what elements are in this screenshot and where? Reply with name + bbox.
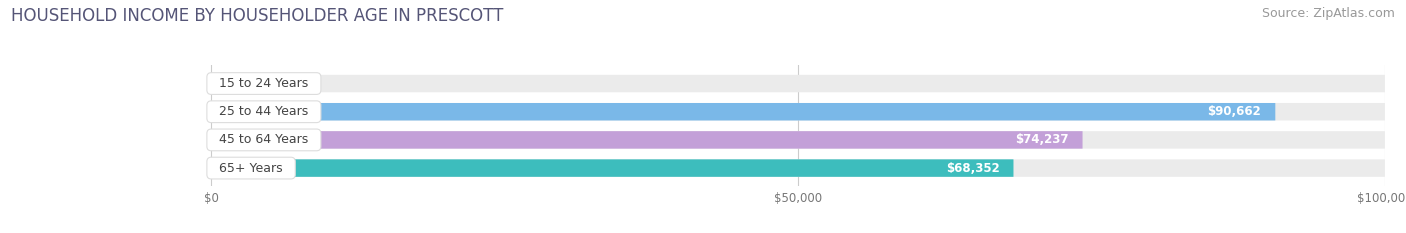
FancyBboxPatch shape — [211, 131, 1083, 149]
FancyBboxPatch shape — [211, 103, 1385, 120]
FancyBboxPatch shape — [211, 75, 1385, 92]
FancyBboxPatch shape — [211, 159, 1014, 177]
Text: Source: ZipAtlas.com: Source: ZipAtlas.com — [1261, 7, 1395, 20]
Text: 65+ Years: 65+ Years — [211, 161, 291, 175]
FancyBboxPatch shape — [211, 77, 246, 91]
Text: $90,662: $90,662 — [1208, 105, 1261, 118]
FancyBboxPatch shape — [211, 131, 1385, 149]
Text: 15 to 24 Years: 15 to 24 Years — [211, 77, 316, 90]
FancyBboxPatch shape — [211, 159, 1385, 177]
Text: $74,237: $74,237 — [1015, 134, 1069, 146]
Text: HOUSEHOLD INCOME BY HOUSEHOLDER AGE IN PRESCOTT: HOUSEHOLD INCOME BY HOUSEHOLDER AGE IN P… — [11, 7, 503, 25]
Text: 45 to 64 Years: 45 to 64 Years — [211, 134, 316, 146]
Text: 25 to 44 Years: 25 to 44 Years — [211, 105, 316, 118]
Text: $0: $0 — [252, 77, 269, 90]
FancyBboxPatch shape — [211, 103, 1275, 120]
Text: $68,352: $68,352 — [946, 161, 1000, 175]
